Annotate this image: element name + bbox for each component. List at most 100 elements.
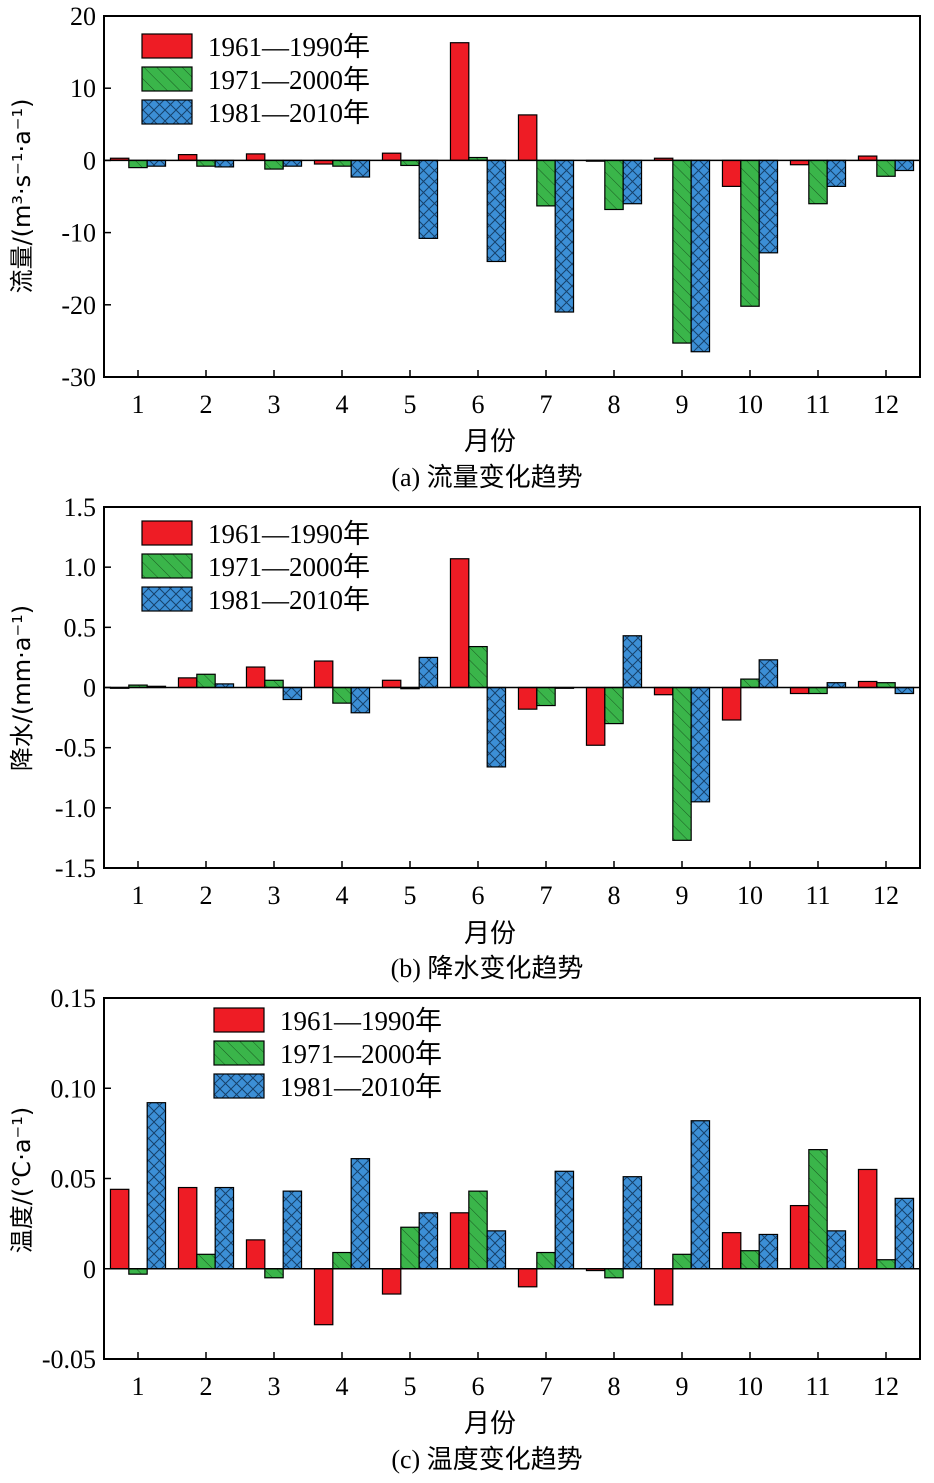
precipitation-y-tick-label: 1.5 bbox=[64, 493, 97, 522]
flow-caption: (a) 流量变化趋势 bbox=[391, 463, 582, 492]
temperature-bar-1971-2000-month-11 bbox=[808, 1149, 828, 1270]
flow-bar-1971-2000-month-5 bbox=[400, 159, 420, 167]
temperature-bar-1961-1990-month-5 bbox=[381, 1268, 402, 1295]
temperature-bar-1961-1990-month-3 bbox=[245, 1239, 266, 1270]
flow-bar-1981-2010-month-6 bbox=[486, 159, 507, 263]
flow-x-tick-label: 5 bbox=[404, 390, 417, 419]
temperature-x-axis-label: 月份 bbox=[464, 1409, 516, 1439]
temperature-axes bbox=[103, 997, 921, 1360]
temperature-y-tick-label: 0.15 bbox=[51, 984, 97, 1013]
temperature-bar-1971-2000-month-7 bbox=[536, 1251, 556, 1270]
precipitation-bar-1971-2000-month-8 bbox=[604, 686, 624, 725]
temperature-x-tick-label: 8 bbox=[608, 1372, 621, 1401]
precipitation-bar-1981-2010-month-9 bbox=[690, 686, 711, 803]
temperature-bar-1971-2000-month-12 bbox=[876, 1259, 896, 1270]
temperature-bar-1961-1990-month-4 bbox=[313, 1268, 334, 1326]
precipitation-x-tick-label: 8 bbox=[608, 881, 621, 910]
temperature-bar-1961-1990-month-6 bbox=[449, 1212, 470, 1270]
precipitation-y-axis-label: 降水/(mm·a⁻¹) bbox=[8, 605, 36, 771]
flow-bar-1971-2000-month-4 bbox=[332, 159, 352, 167]
temperature-bar-1981-2010-month-10 bbox=[758, 1233, 779, 1270]
temperature-bar-1981-2010-month-12 bbox=[894, 1197, 915, 1270]
temperature-legend-label-1981-2010: 1981—2010年 bbox=[280, 1072, 442, 1102]
temperature-y-tick-label: 0 bbox=[83, 1255, 96, 1284]
temperature-y-tick-label: 0.05 bbox=[51, 1165, 97, 1194]
flow-x-tick-label: 1 bbox=[132, 390, 145, 419]
temperature-x-tick-label: 1 bbox=[132, 1372, 145, 1401]
precipitation-x-tick-label: 3 bbox=[268, 881, 281, 910]
precipitation-caption: (b) 降水变化趋势 bbox=[391, 954, 584, 983]
flow-legend-label-1981-2010: 1981—2010年 bbox=[208, 98, 370, 128]
precipitation-bar-1971-2000-month-2 bbox=[196, 673, 216, 689]
precipitation-x-tick-label: 9 bbox=[676, 881, 689, 910]
precipitation-bar-1981-2010-month-6 bbox=[486, 686, 507, 768]
precipitation-bar-1981-2010-month-10 bbox=[758, 659, 779, 689]
precipitation-y-tick-label: -1.5 bbox=[55, 854, 96, 883]
precipitation-bar-1981-2010-month-4 bbox=[350, 686, 371, 714]
precipitation-bar-1971-2000-month-9 bbox=[672, 686, 692, 841]
temperature-bar-1981-2010-month-5 bbox=[418, 1212, 439, 1270]
temperature-x-tick-label: 12 bbox=[873, 1372, 899, 1401]
temperature-bar-1981-2010-month-3 bbox=[282, 1190, 303, 1270]
flow-bar-1971-2000-month-1 bbox=[128, 159, 148, 169]
flow-bar-1981-2010-month-3 bbox=[282, 159, 303, 167]
flow-bar-1981-2010-month-12 bbox=[894, 159, 915, 172]
temperature-x-tick-label: 4 bbox=[336, 1372, 349, 1401]
precipitation-legend-label-1971-2000: 1971—2000年 bbox=[208, 552, 370, 582]
precipitation-y-tick-label: -0.5 bbox=[55, 734, 96, 763]
flow-y-tick-label: 0 bbox=[83, 146, 96, 175]
temperature-bar-1961-1990-month-1 bbox=[109, 1188, 130, 1270]
flow-bar-1981-2010-month-2 bbox=[214, 159, 235, 168]
flow-x-tick-label: 12 bbox=[873, 390, 899, 419]
temperature-legend-label-1961-1990: 1961—1990年 bbox=[280, 1006, 442, 1036]
precipitation-bar-1981-2010-month-8 bbox=[622, 635, 643, 689]
flow-legend-swatch-1981-2010 bbox=[141, 99, 193, 125]
precipitation-legend-label-1981-2010: 1981—2010年 bbox=[208, 585, 370, 615]
temperature-tick-labels: 0.150.100.050-0.051 2 3 4 5 6 7 8 9 10 11 12 bbox=[42, 984, 899, 1401]
precipitation-y-tick-label: -1.0 bbox=[55, 794, 96, 823]
temperature-legend-swatch-1961-1990 bbox=[213, 1007, 265, 1033]
flow-legend-label-1961-1990: 1961—1990年 bbox=[208, 32, 370, 62]
temperature-legend-label-1971-2000: 1971—2000年 bbox=[280, 1039, 442, 1069]
precipitation-legend-swatch-1961-1990 bbox=[141, 520, 193, 546]
precipitation-x-tick-label: 10 bbox=[737, 881, 763, 910]
precipitation-bar-1971-2000-month-11 bbox=[808, 686, 828, 695]
precipitation-trend-chart: 1.51.00.50-0.5-1.0-1.51 2 3 4 5 6 7 8 9 10 11 12 19… bbox=[8, 493, 921, 983]
temperature-bar-1961-1990-month-10 bbox=[721, 1232, 742, 1270]
precipitation-legend-swatch-1981-2010 bbox=[141, 586, 193, 612]
flow-bar-1961-1990-month-6 bbox=[449, 42, 470, 162]
precipitation-bar-1971-2000-month-6 bbox=[468, 645, 488, 689]
temperature-bar-1981-2010-month-6 bbox=[486, 1230, 507, 1270]
temperature-bar-1971-2000-month-5 bbox=[400, 1226, 420, 1270]
temperature-x-tick-label: 11 bbox=[805, 1372, 830, 1401]
temperature-bar-1981-2010-month-7 bbox=[554, 1170, 575, 1270]
flow-bar-1961-1990-month-7 bbox=[517, 114, 538, 162]
temperature-bar-1961-1990-month-2 bbox=[177, 1186, 198, 1270]
flow-bar-1961-1990-month-5 bbox=[381, 152, 402, 161]
flow-x-tick-label: 6 bbox=[472, 390, 485, 419]
precipitation-bar-1961-1990-month-5 bbox=[381, 679, 402, 689]
precipitation-bar-1981-2010-month-5 bbox=[418, 656, 439, 689]
temperature-x-tick-label: 5 bbox=[404, 1372, 417, 1401]
temperature-x-tick-label: 6 bbox=[472, 1372, 485, 1401]
temperature-bar-1971-2000-month-2 bbox=[196, 1253, 216, 1270]
precipitation-tick-labels: 1.51.00.50-0.5-1.0-1.51 2 3 4 5 6 7 8 9 10 11 12 bbox=[55, 493, 899, 910]
flow-x-tick-label: 8 bbox=[608, 390, 621, 419]
precipitation-bar-1961-1990-month-9 bbox=[653, 686, 674, 696]
temperature-bar-1971-2000-month-1 bbox=[128, 1268, 148, 1275]
precipitation-y-tick-label: 0.5 bbox=[64, 613, 97, 642]
temperature-x-tick-label: 2 bbox=[200, 1372, 213, 1401]
flow-bar-1971-2000-month-12 bbox=[876, 159, 896, 177]
precipitation-bar-1981-2010-month-3 bbox=[282, 686, 303, 701]
temperature-y-tick-label: 0.10 bbox=[51, 1074, 97, 1103]
precipitation-y-tick-label: 1.0 bbox=[64, 553, 97, 582]
flow-bar-1981-2010-month-4 bbox=[350, 159, 371, 178]
temperature-x-tick-label: 3 bbox=[268, 1372, 281, 1401]
precipitation-bar-1961-1990-month-6 bbox=[449, 558, 470, 689]
flow-bar-1971-2000-month-9 bbox=[672, 159, 692, 344]
flow-axes bbox=[103, 15, 921, 378]
flow-bar-1971-2000-month-7 bbox=[536, 159, 556, 207]
